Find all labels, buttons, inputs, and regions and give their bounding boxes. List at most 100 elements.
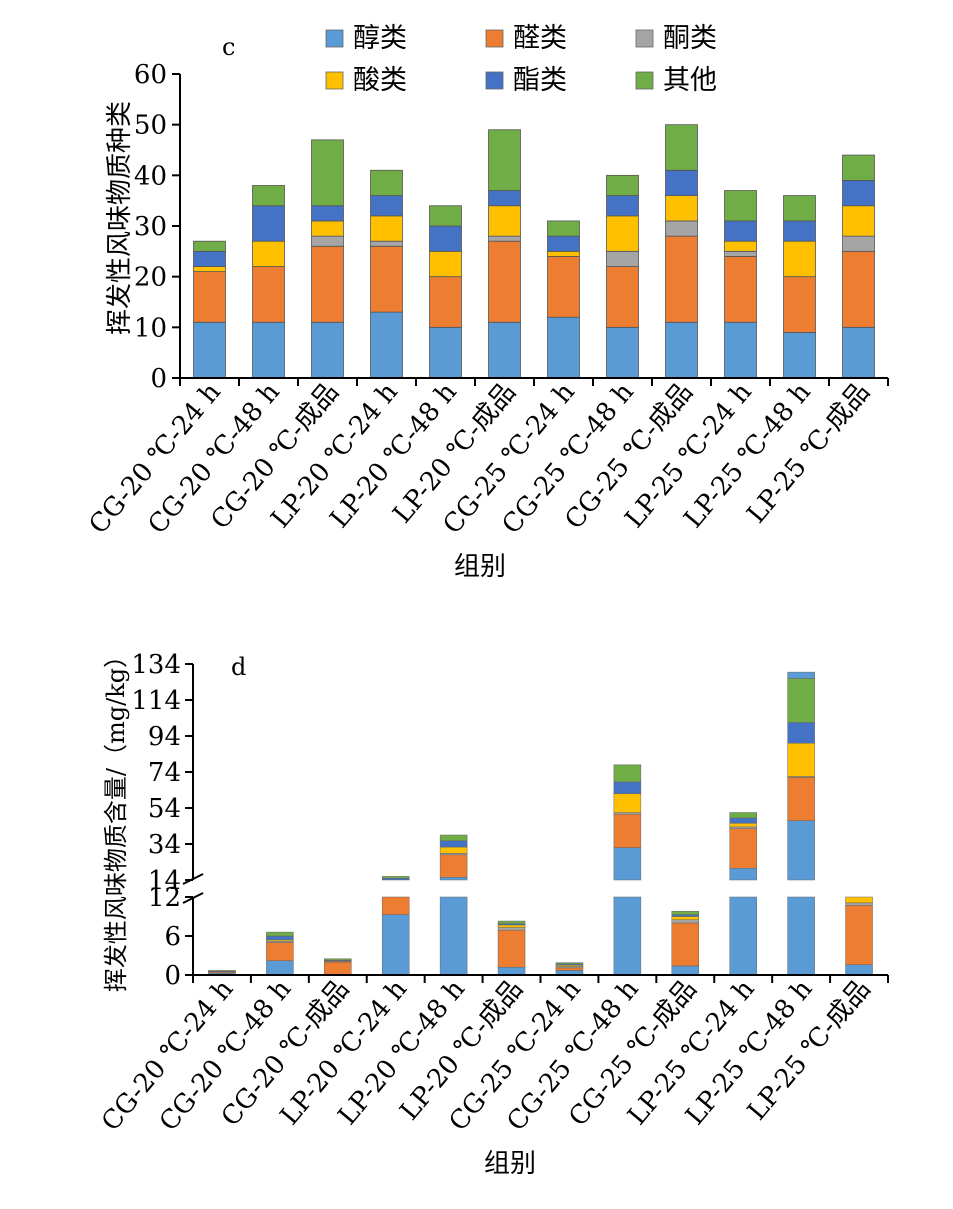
panel-d-bar-cg-25-seg-lower xyxy=(671,922,700,967)
panel-d-bar-lp-25-48-h-seg-upper xyxy=(787,777,815,821)
panel-d-bar-cg-25-seg-lower xyxy=(671,911,700,915)
panel-c-bar-lp-25-24-h-seg xyxy=(724,240,757,252)
panel-d-bar-cg-25-seg-lower xyxy=(671,965,700,976)
panel-d-bar-cg-25-seg-lower xyxy=(671,916,700,920)
panel-c-bar-lp-25-24-h-seg xyxy=(724,220,757,242)
panel-c-bar-lp-20-24-h-seg xyxy=(370,195,403,217)
panel-d-bar-lp-25-24-h-seg-lower xyxy=(729,896,757,976)
panel-c-bar-cg-20-seg xyxy=(311,321,344,379)
panel-c-bar-lp-20-24-h-seg xyxy=(370,215,403,242)
panel-c-bar-lp-20-24-h-seg xyxy=(370,311,403,379)
panel-c-bar-lp-25-48-h-seg xyxy=(783,331,816,379)
panel-c-bar-cg-25-48-h-seg xyxy=(606,250,639,267)
panel-d-bar-lp-20-seg-lower xyxy=(497,927,526,931)
panel-d-bar-lp-20-48-h-seg-upper xyxy=(439,834,468,842)
panel-d-bar-cg-25-48-h-seg-upper xyxy=(613,781,642,794)
panel-d-bar-cg-25-48-h-seg-upper xyxy=(613,847,642,881)
panel-d-bar-lp-25-48-h-seg-upper xyxy=(787,820,815,881)
panel-c-bar-cg-20-48-h-seg xyxy=(252,240,285,267)
panel-d-bar-lp-20-48-h-seg-upper xyxy=(439,854,468,878)
panel-c-legend-swatch xyxy=(325,29,344,48)
panel-c-bar-lp-25-48-h-seg xyxy=(783,240,816,278)
panel-c-legend-swatch xyxy=(325,71,344,90)
panel-c-legend-label: 醇类 xyxy=(353,23,407,54)
panel-d-bar-lp-25-seg-lower xyxy=(845,964,873,976)
panel-c-y-tick-label: 30 xyxy=(134,212,167,242)
panel-c-legend-swatch xyxy=(635,29,654,48)
panel-c-bar-cg-20-48-h-seg xyxy=(252,205,285,242)
panel-d-bar-cg-25-24-h-seg-lower xyxy=(555,962,584,965)
panel-c-legend-label: 其他 xyxy=(663,65,717,96)
panel-d-letter: d xyxy=(231,653,246,681)
panel-d-y-tick-label: 54 xyxy=(148,794,181,824)
panel-c-letter: c xyxy=(222,33,235,61)
panel-c-bar-cg-25-48-h-seg xyxy=(606,326,639,379)
panel-c-bar-lp-25-48-h-seg xyxy=(783,195,816,222)
panel-d-bar-lp-25-seg-lower xyxy=(845,896,873,904)
panel-c-bar-cg-25-seg xyxy=(665,321,698,379)
panel-d-bar-cg-25-48-h-seg-upper xyxy=(613,814,642,848)
panel-d-bar-cg-25-seg-lower xyxy=(671,914,700,917)
panel-d-bar-lp-20-seg-lower xyxy=(497,966,526,976)
panel-c-legend-label: 酯类 xyxy=(513,65,567,96)
panel-c-bar-lp-25-seg xyxy=(842,235,875,252)
panel-c-x-ticks: CG-20 ℃-24 hCG-20 ℃-48 hCG-20 ℃-成品LP-20 … xyxy=(84,377,889,540)
panel-c-bar-lp-25-24-h-seg xyxy=(724,255,757,323)
panel-c-bar-lp-20-48-h-seg xyxy=(429,276,462,328)
panel-c-bar-cg-25-seg xyxy=(665,235,698,323)
panel-d-bar-lp-20-24-h-seg-upper xyxy=(381,877,410,881)
panel-c-y-tick-label: 0 xyxy=(150,364,167,394)
panel-c-bar-lp-20-seg xyxy=(488,190,521,207)
panel-c-legend-label: 酮类 xyxy=(663,23,717,54)
panel-c-y-axis-title: 挥发性风味物质种类 xyxy=(105,101,135,335)
panel-d-bar-lp-20-seg-lower xyxy=(497,920,526,924)
panel-c-bar-cg-25-24-h-seg xyxy=(547,250,580,257)
panel-c-bar-lp-25-seg xyxy=(842,205,875,237)
panel-d-bar-lp-25-48-h-seg-upper xyxy=(787,722,815,744)
panel-c-bar-lp-25-48-h-seg xyxy=(783,276,816,333)
panel-c-bar-lp-25-24-h-seg xyxy=(724,190,757,222)
panel-d-bar-lp-20-48-h-seg-lower xyxy=(439,896,468,976)
panel-c-bar-lp-20-seg xyxy=(488,129,521,191)
panel-d-y-tick-label: 94 xyxy=(148,722,181,752)
panel-c-legend-swatch xyxy=(485,71,504,90)
panel-c-bar-cg-20-seg xyxy=(311,205,344,222)
panel-c-bar-cg-20-24-h-seg xyxy=(193,271,226,323)
panel-c-bar-lp-20-48-h-seg xyxy=(429,250,462,278)
panel-c-x-axis-title: 组别 xyxy=(454,552,506,582)
panel-d-y-tick-label: 14 xyxy=(148,866,181,896)
panel-d-bar-cg-20-48-h-seg-lower xyxy=(266,931,294,937)
panel-c-legend-label: 醛类 xyxy=(513,23,567,54)
panel-c-legend-swatch xyxy=(485,29,504,48)
panel-c-bar-cg-20-seg xyxy=(311,235,344,247)
panel-d-bar-lp-25-48-h-seg-upper xyxy=(787,678,815,723)
panel-c-bar-lp-25-48-h-seg xyxy=(783,220,816,242)
panel-d-bar-lp-20-24-h-seg-lower xyxy=(381,914,410,976)
panel-d-bar-cg-20-24-h-seg-lower xyxy=(208,970,236,972)
panel-d-bar-lp-25-48-h-seg-upper xyxy=(787,671,815,679)
panel-c-bar-lp-20-24-h-seg xyxy=(370,240,403,247)
panel-c-bar-lp-20-seg xyxy=(488,235,521,242)
panel-c-bar-cg-20-seg xyxy=(311,245,344,323)
panel-d-bar-cg-25-48-h-seg-upper xyxy=(613,793,642,813)
panel-c-bar-lp-25-24-h-seg xyxy=(724,321,757,379)
panel-c-y-tick-label: 50 xyxy=(134,111,167,141)
panel-c-bar-lp-20-48-h-seg xyxy=(429,205,462,227)
panel-d-bar-lp-25-seg-lower xyxy=(845,902,873,906)
panel-d-y-tick-label: 34 xyxy=(148,830,181,860)
panel-c-bar-cg-20-48-h-seg xyxy=(252,321,285,379)
panel-d-bar-lp-25-seg-lower xyxy=(845,905,873,965)
panel-c-bar-cg-25-seg xyxy=(665,124,698,171)
panel-d-x-axis-title: 组别 xyxy=(484,1149,536,1179)
panel-c-y-tick-label: 60 xyxy=(134,60,167,90)
panel-d-y-tick-label: 114 xyxy=(131,686,181,716)
panel-c-bar-cg-25-seg xyxy=(665,220,698,237)
panel-c-bar-lp-20-seg xyxy=(488,240,521,323)
panel-d-bar-cg-25-48-h-seg-upper xyxy=(613,764,642,783)
panel-c-bar-cg-20-48-h-seg xyxy=(252,185,285,207)
panel-d-y-axis-title: 挥发性风味物质含量/（mg/kg） xyxy=(102,644,130,992)
panel-c-bar-lp-20-48-h-seg xyxy=(429,326,462,379)
